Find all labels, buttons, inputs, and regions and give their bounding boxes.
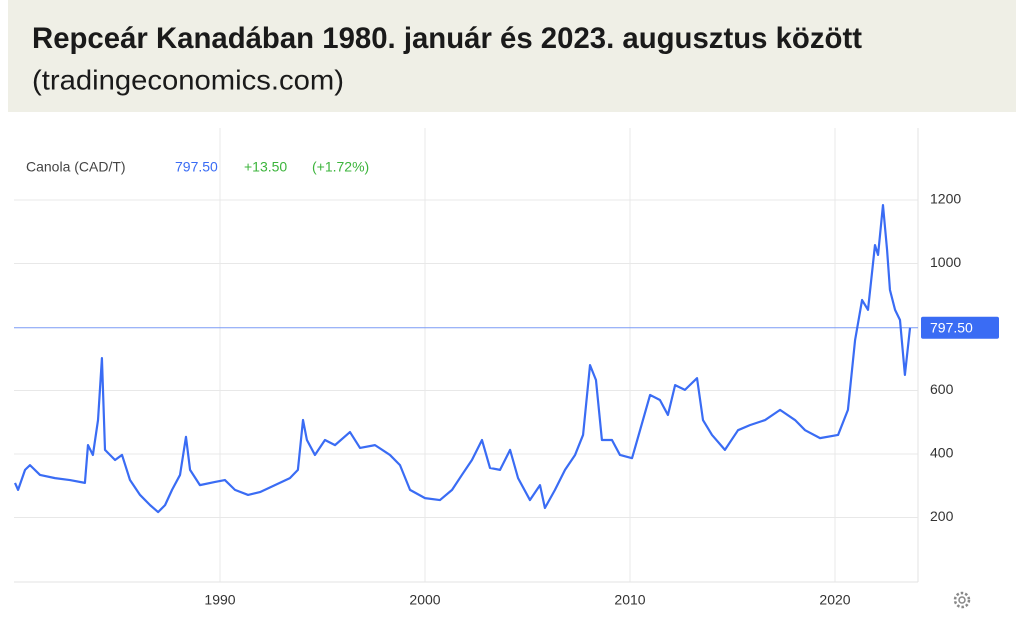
x-tick-label: 2010 (614, 592, 645, 608)
y-tick-label: 400 (930, 445, 954, 461)
y-tick-label: 1000 (930, 254, 961, 270)
plot-panel (8, 125, 1016, 621)
chart-title: Repceár Kanadában 1980. január és 2023. … (32, 22, 862, 55)
settings-icon[interactable] (953, 591, 971, 609)
change: +13.50 (244, 159, 287, 175)
y-tick-label: 200 (930, 508, 954, 524)
x-tick-label: 2000 (409, 592, 440, 608)
y-tick-label: 600 (930, 381, 954, 397)
last-price-box (921, 316, 999, 339)
y-tick-label: 1200 (930, 191, 961, 207)
x-tick-label: 2020 (819, 592, 850, 608)
last-price: 797.50 (175, 159, 218, 175)
chart-subtitle: (tradingeconomics.com) (32, 64, 344, 95)
price-line-series (13, 203, 912, 514)
series-label: Canola (CAD/T) (26, 159, 126, 175)
gear-hub (958, 596, 966, 604)
change-pct: (+1.72%) (312, 159, 369, 175)
gear-teeth (953, 591, 971, 609)
last-price-label: 797.50 (930, 319, 973, 335)
title-box (8, 0, 1016, 112)
x-tick-label: 1990 (204, 592, 235, 608)
